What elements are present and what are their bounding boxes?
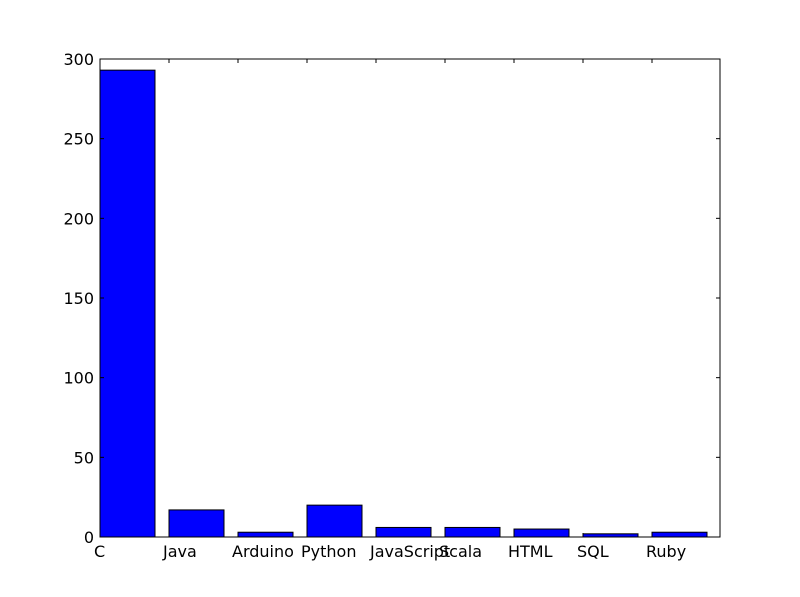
plot-frame <box>99 58 721 538</box>
bar-html <box>513 528 570 538</box>
bar-arduino <box>237 531 294 538</box>
bar-java <box>168 509 225 538</box>
x-tick-label-arduino: Arduino <box>232 542 294 561</box>
x-tick-label-java: Java <box>162 542 197 561</box>
y-tick-label-200: 200 <box>63 209 94 228</box>
x-tick-label-javascript: JavaScript <box>369 542 450 561</box>
bar-ruby <box>651 531 708 538</box>
bar-python <box>306 504 363 538</box>
x-tick-label-c: C <box>94 542 105 561</box>
x-tick-label-sql: SQL <box>577 542 609 561</box>
y-tick-label-300: 300 <box>63 50 94 69</box>
x-tick-label-scala: Scala <box>439 542 482 561</box>
bar-javascript <box>375 526 432 538</box>
y-tick-label-0: 0 <box>84 528 94 547</box>
y-tick-label-150: 150 <box>63 289 94 308</box>
x-tick-label-html: HTML <box>508 542 553 561</box>
x-tick-label-python: Python <box>301 542 356 561</box>
y-tick-label-50: 50 <box>74 448 94 467</box>
bar-scala <box>444 526 501 538</box>
bars-layer <box>99 69 708 538</box>
y-tick-label-250: 250 <box>63 130 94 149</box>
y-tick-label-100: 100 <box>63 369 94 388</box>
bar-c <box>99 69 156 538</box>
x-tick-label-ruby: Ruby <box>646 542 686 561</box>
ticks-layer <box>99 58 720 538</box>
